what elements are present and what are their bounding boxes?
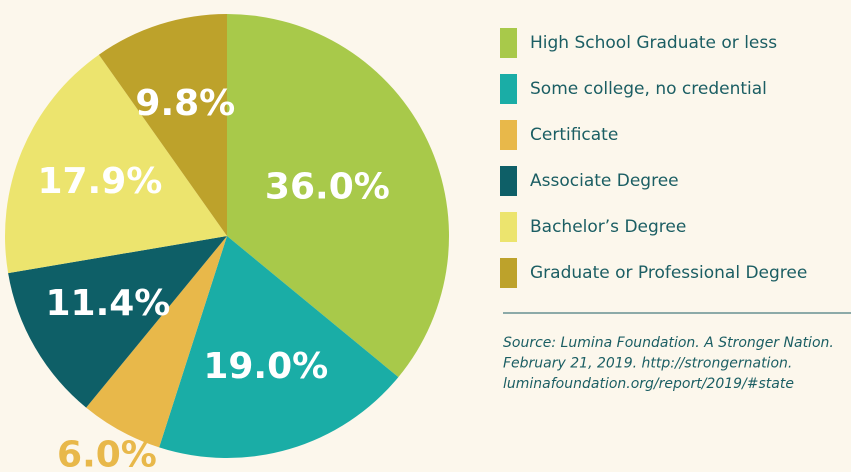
data-label: 6.0% xyxy=(57,434,157,472)
legend-label: Associate Degree xyxy=(530,171,679,191)
data-label: 11.4% xyxy=(45,283,170,324)
source-note: Source: Lumina Foundation. A Stronger Na… xyxy=(503,335,834,351)
legend-swatch xyxy=(500,28,517,58)
source-note: luminafoundation.org/report/2019/#state xyxy=(503,376,794,392)
data-label: 17.9% xyxy=(37,161,162,202)
legend-swatch xyxy=(500,212,517,242)
pie-slice xyxy=(86,236,227,448)
legend-swatch xyxy=(500,166,517,196)
legend-label: Bachelor’s Degree xyxy=(530,217,686,237)
pie-slice xyxy=(4,54,228,274)
legend-label: High School Graduate or less xyxy=(530,33,777,53)
data-label: 19.0% xyxy=(203,346,328,387)
legend-label: Graduate or Professional Degree xyxy=(530,263,807,283)
data-label: 36.0% xyxy=(265,167,390,208)
source-note: February 21, 2019. http://strongernation… xyxy=(503,356,792,372)
data-label: 9.8% xyxy=(135,83,235,124)
legend-swatch xyxy=(500,120,517,150)
legend-swatch xyxy=(500,74,517,104)
legend-label: Certificate xyxy=(530,125,618,145)
legend-swatch xyxy=(500,258,517,288)
pie-slice xyxy=(159,236,399,458)
pie-slice xyxy=(227,14,450,378)
legend-label: Some college, no credential xyxy=(530,79,767,99)
pie-slice xyxy=(98,14,227,236)
pie-slice xyxy=(8,236,227,408)
